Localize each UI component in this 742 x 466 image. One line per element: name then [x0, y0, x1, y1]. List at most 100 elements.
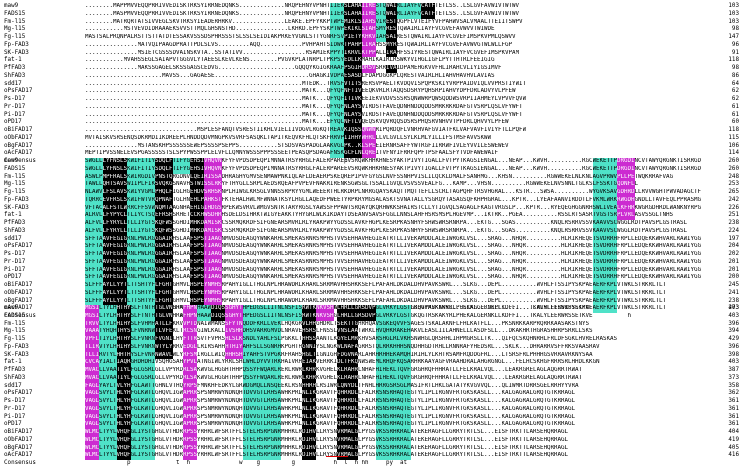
sequence-row: Ps-D17 VAGLSVYLTHLYHFGLKWTLGHQVLIGWAPRRSP… — [0, 398, 742, 406]
sequence-name: Pi-D17 — [4, 413, 26, 420]
sequence-row: FADS15 SWGLLLYFNSLSKWIFITIYSDQLFTIFYGEHSI… — [0, 165, 742, 174]
sequence-row: Fm-l15 TRVVLTYLHHIHYSLFVHMHATLLFKRVVPTDNA… — [0, 320, 742, 329]
sequence-row: sdd17 SFFTAAVFEGIGRNLPWLRGGGAIRHSLAAFSPST… — [0, 235, 742, 244]
sequence-name: FADS15 — [4, 312, 26, 319]
sequence-row: Mg-l15 ...........MSTVEVDIDRAAAEKSVVSTTMQ… — [0, 26, 742, 34]
sequence-residues: SLFFFAYLLYYTLTTSHTYFLFGHTGHMVLHSPEYNMHSR… — [85, 282, 666, 290]
sequence-row: Pi-D17 VAGLSVYLTHLYHFGLKWTLGHQVLIGWAPRRSP… — [0, 413, 742, 422]
sequence-residues: ...........MVAHSSEGLSAIAPVTGGGVLYTAEESLK… — [85, 57, 495, 65]
sequence-residues: ........................................… — [85, 119, 509, 127]
sequence-row: Fp-FAD3 TLIRVTYLHHIHYSLFVNRNWTYLYRRVEDGLL… — [0, 343, 742, 352]
sequence-name: FADS15 — [4, 165, 26, 172]
position-number: 103 — [728, 18, 739, 25]
sequence-residues: VAGLSVYLTHLYHFGLKWTLGHQVLIGWAPRRSPSNMRWY… — [85, 398, 575, 406]
consensus-row: Consensus p t h w g g h l h hh py at — [0, 460, 742, 466]
sequence-row: ShFAD3 ......................MAVSS...GAGA… — [0, 72, 742, 81]
sequence-row: sdd17 FAGLYAYLTVLYHFGLAWTTGHNLVTHQYRPSFMN… — [0, 382, 742, 391]
sequence-name: oAcFAD17 — [4, 305, 33, 312]
consensus-row: Consensus p — [0, 158, 742, 166]
sequence-residues: ........................................… — [85, 103, 523, 112]
sequence-residues: MEPTIPVSSNELEVSPGASSSSSTSLSPYPWSSPPLELVF… — [85, 150, 498, 158]
sequence-name: PfFAD3 — [4, 220, 26, 226]
sequence-name: Pi-D17 — [4, 111, 26, 118]
sequence-name: Fm-l15 — [4, 18, 26, 25]
sequence-row: Fg-l15 MASTSALPRQNPALRSTTSTTATDTESSAKVSSS… — [0, 34, 742, 42]
sequence-name: oBiFAD17 — [4, 429, 33, 435]
position-number: 396 — [728, 343, 739, 350]
sequence-name: oBgFAD17 — [4, 297, 33, 304]
sequence-residues: ........................................… — [85, 96, 526, 104]
sequence-name: FADS15 — [4, 10, 26, 17]
sequence-name: Fg-l15 — [4, 34, 26, 40]
sequence-row: oPsFAD17 VAGLSVYLTHLYHFGLKWTLGHQVLIGWAPRR… — [0, 390, 742, 398]
sequence-row: oPsFAD17................................… — [0, 88, 742, 96]
sequence-residues: ........................................… — [85, 111, 523, 120]
sequence-row: Pr-D17 SFFTAAVFEGIGRNLPWLRGGGAIRHSLAAFSPS… — [0, 258, 742, 267]
position-number: 398 — [728, 351, 739, 358]
position-number: 238 — [728, 297, 739, 304]
sequence-residues: SFFTAAVFEGIGRNLPWLRGGGAIRHSLAAFSPSTIAAGN… — [85, 243, 701, 251]
sequence-residues: ........MASPMVVEQQPRRIVVEDISKTRKSYIRRNED… — [85, 10, 519, 19]
sequence-name: Mg-l15 — [4, 181, 26, 188]
sequence-residues: ......................MAVSS...GAGAESE...… — [85, 72, 495, 81]
sequence-name: oBiFAD17 — [4, 127, 33, 133]
sequence-row: Pr-D17..................................… — [0, 103, 742, 112]
sequence-row: Pr-D17 VAGLSVYLTHLYHFGLKWTLGHQVLIGWAPRRSP… — [0, 405, 742, 414]
position-number: 106 — [728, 142, 739, 149]
sequence-name: Fp-FAD3 — [4, 196, 29, 203]
sequence-residues: SFFTAAVFEGIGRNLPWLRGGGAIRHSLAAFSPSTIAAGN… — [85, 235, 701, 244]
position-number: 62 — [731, 88, 739, 95]
position-number: 361 — [728, 398, 739, 404]
position-number: 98 — [731, 26, 739, 33]
sequence-residues: ALFVLLFYRYLLTLLIYGTSKQFWSSGHDIMHKDAMISKC… — [85, 220, 687, 228]
sequence-name: SK-FAD3 — [4, 351, 29, 358]
position-number: 238 — [728, 220, 739, 226]
sequence-residues: MGSILTYLHHTHYSLFTNTHTGLVNHRAFHPNHAAWDIQS… — [85, 305, 593, 313]
position-number: 362 — [728, 390, 739, 397]
sequence-residues: MVACLLVAATIYLFGLGSRLGLLVPYRDRLSAKWVGLHGG… — [85, 374, 582, 383]
position-number: 226 — [728, 204, 739, 211]
sequence-residues: VAGLSVYLTHLYHFGLKWTLGHQVLIGWAPRRSPSNMRWY… — [85, 421, 575, 429]
sequence-row: Pi-D17 SFFTAAVFEGIGRNLPWLRGGGAIRHSLAAFSPS… — [0, 266, 742, 275]
sequence-row: Mg-l15 VAAATYHQHTHYSLFVNRNWTLVFEKLTRCSNGI… — [0, 328, 742, 336]
sequence-name: Fm-l15 — [4, 173, 26, 180]
sequence-row: Fm-l15 ASWLPMPFRALSKWIRGDIVPNSTQRGDNVLQEI… — [0, 173, 742, 182]
position-number: 361 — [728, 405, 739, 412]
position-number: 86 — [731, 72, 739, 79]
sequence-residues: SFFTAAVFEGIGRNLPWLRGGGAIRHSLAAFSPSTIAAGN… — [85, 251, 701, 259]
sequence-name: oPsFAD17 — [4, 243, 33, 250]
position-number: 253 — [728, 181, 739, 188]
position-number: 429 — [728, 336, 739, 342]
position-number: 103 — [728, 3, 739, 9]
sequence-name: ShFAD3 — [4, 72, 26, 79]
position-number: 91 — [731, 49, 739, 56]
position-number: 358 — [728, 382, 739, 389]
sequence-residues: NLAWVLFSLAVSKWIYVGMLPHQLFIGLHGEHDVSRHSKN… — [85, 189, 701, 197]
sequence-residues: FAGLYAYLTVLYHFGLAWTTGHNLVTHQYRPSFMNKHFED… — [85, 382, 579, 391]
position-number: 387 — [728, 367, 739, 373]
position-number: 60 — [731, 119, 739, 126]
position-number: 403 — [728, 305, 739, 311]
position-number: 416 — [728, 452, 739, 459]
position-number: 394 — [728, 328, 739, 335]
sequence-residues: TRVVLTYLHHIHYSLFVHMHATLLFKRVVPTDNAIWMANS… — [85, 320, 589, 329]
sequence-name: Ps-D17 — [4, 251, 26, 257]
sequence-residues: TQRRCEVFRSLSKWIFWTVRQPNAFTGLHNEHLPAHKSTF… — [85, 196, 701, 205]
sequence-row: SK-FAD3 TLLIRVTYLHHTHYSLFVNRNWAVLWLYRFSMI… — [0, 351, 742, 360]
sequence-residues: SLFFFAYLLYYTLTTSHTYFLFGHTGHMVLHSPEYNMHSR… — [85, 297, 666, 306]
sequence-residues: SFFTAAVFEGIGRNLPWLRGGGAIRHSLAAFSPSTIAAGN… — [85, 258, 701, 267]
sequence-name: PfFAD3 — [4, 367, 26, 373]
position-number: 96 — [731, 41, 739, 48]
sequence-name: oObFAD17 — [4, 289, 33, 296]
sequence-row: oPD17...................................… — [0, 119, 742, 127]
position-number: 265 — [728, 189, 739, 195]
sequence-row: PfFAD3 ALFVLLFYRYLLTLLIYGTSKQFWSSGHDIMHKD… — [0, 220, 742, 228]
sequence-row: Ps-D17..................................… — [0, 96, 742, 104]
sequence-row: Fm-l15 ........MATRQRTATSIVVEGLSKVTRKSYIE… — [0, 18, 742, 27]
sequence-name: oBgFAD17 — [4, 142, 33, 149]
position-number: 204 — [728, 243, 739, 250]
sequence-residues: ...............MSTANSKHPSSSSSSEWEPSSSSPS… — [85, 142, 509, 151]
sequence-name: maw9 — [4, 158, 19, 164]
sequence-row: oBiFAD17 SLFFFAYLLYYTLTTSHTYFLFGHTGHMVLHS… — [0, 282, 742, 290]
